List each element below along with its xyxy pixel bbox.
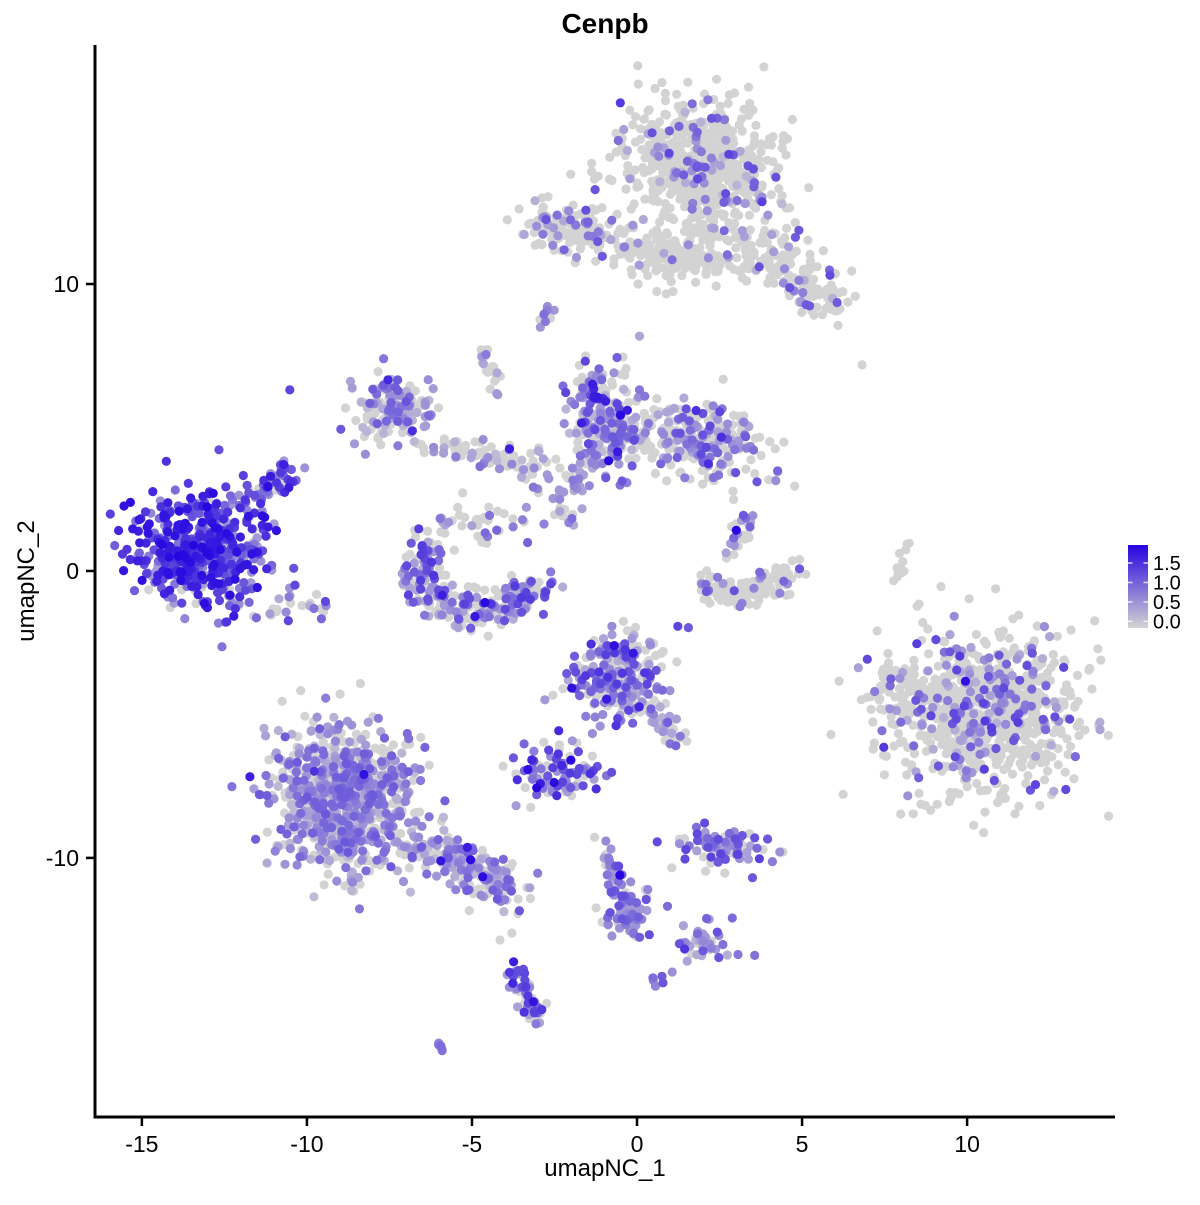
y-tick-label: 0: [66, 558, 79, 584]
x-tick-label: 10: [954, 1131, 980, 1157]
legend-tick-label: 0.0: [1153, 611, 1181, 633]
plot-title: Cenpb: [561, 8, 648, 39]
x-tick-label: 0: [631, 1131, 644, 1157]
x-axis-ticks: -15 -10 -5 0 5 10: [125, 1117, 980, 1157]
x-tick-label: -10: [290, 1131, 323, 1157]
y-axis-ticks: 10 0 -10: [46, 271, 95, 871]
y-tick-label: -10: [46, 845, 79, 871]
expression-legend: 1.51.00.50.0: [1128, 545, 1181, 633]
x-tick-label: -15: [125, 1131, 158, 1157]
x-tick-label: 5: [796, 1131, 809, 1157]
legend-colorbar: [1128, 545, 1148, 628]
points-layer: [106, 61, 1113, 1055]
x-tick-label: -5: [462, 1131, 482, 1157]
y-axis-label: umapNC_2: [13, 520, 40, 641]
x-axis-label: umapNC_1: [544, 1155, 665, 1182]
y-tick-label: 10: [53, 271, 79, 297]
